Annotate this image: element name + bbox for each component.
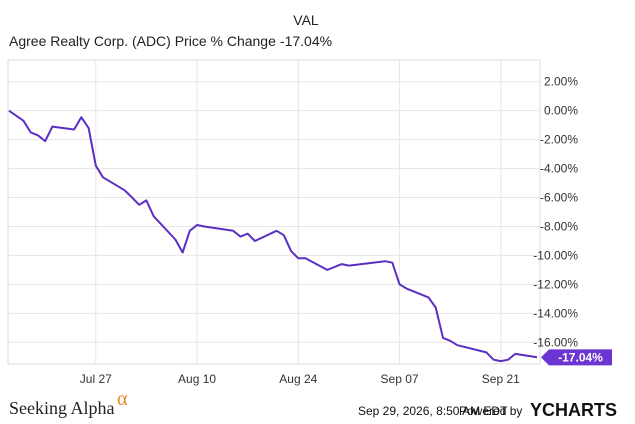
y-tick-label: 0.00% <box>544 104 578 118</box>
footer-powered-by: Powered by <box>459 404 522 418</box>
y-tick-label: -8.00% <box>540 219 578 233</box>
ycharts-logo: YCHARTS <box>530 400 617 420</box>
grid-lines <box>8 60 540 364</box>
series-layer <box>8 109 538 363</box>
y-tick-label: -10.00% <box>533 248 578 262</box>
x-tick-label: Aug 10 <box>178 372 216 386</box>
alpha-symbol: α <box>117 388 128 410</box>
plot-area <box>7 59 541 365</box>
end-tag-label: -17.04% <box>558 350 603 364</box>
x-tick-label: Aug 24 <box>279 372 317 386</box>
series-line <box>8 109 538 363</box>
y-tick-label: -14.00% <box>533 306 578 320</box>
seeking-alpha-logo: Seeking Alpha α <box>9 388 128 418</box>
y-tick-label: 2.00% <box>544 75 578 89</box>
x-axis: Jul 27 Aug 10 Aug 24 Sep 07 Sep 21 <box>80 372 520 386</box>
y-tick-label: -16.00% <box>533 335 578 349</box>
brand-name: Seeking Alpha <box>9 398 115 418</box>
ycharts-brand: YCHARTS <box>530 400 617 420</box>
legend-series-value: -17.04% <box>280 33 332 49</box>
y-tick-label: -4.00% <box>540 162 578 176</box>
footer-timestamp: Sep 29, 2026, 8:50 AM EDT <box>358 404 508 418</box>
x-tick-label: Sep 21 <box>482 372 520 386</box>
y-tick-label: -12.00% <box>533 277 578 291</box>
y-tick-label: -2.00% <box>540 133 578 147</box>
legend-series-label: Agree Realty Corp. (ADC) Price % Change <box>9 33 276 49</box>
end-tag-shape <box>541 349 612 366</box>
x-tick-label: Sep 07 <box>381 372 419 386</box>
y-tick-label: -6.00% <box>540 191 578 205</box>
legend-header: VAL <box>293 12 319 28</box>
x-tick-label: Jul 27 <box>80 372 112 386</box>
end-value-tag: -17.04% <box>541 349 612 366</box>
y-axis: 2.00% 0.00% -2.00% -4.00% -6.00% -8.00% -10.00… <box>533 75 578 350</box>
